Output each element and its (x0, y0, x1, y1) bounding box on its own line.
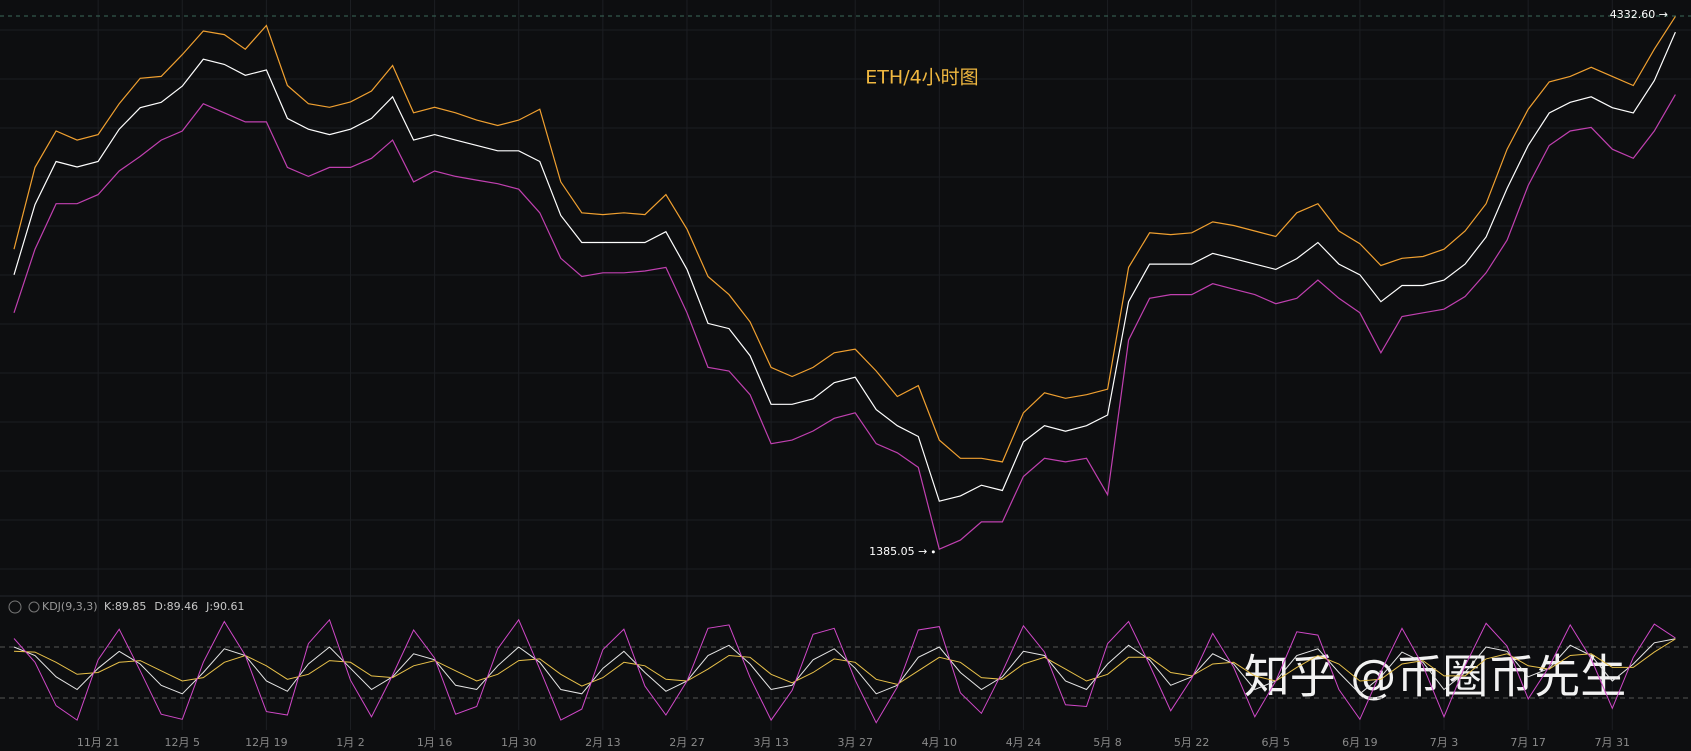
series-line (13, 638, 1676, 687)
x-tick-label: 7月 31 (1595, 736, 1631, 749)
x-tick-label: 3月 27 (837, 736, 873, 749)
x-tick-label: 4月 10 (922, 736, 958, 749)
legend-entry: D:89.46 (154, 600, 198, 613)
series-line (13, 94, 1676, 551)
x-tick-label: 7月 17 (1510, 736, 1546, 749)
x-tick-label: 11月 21 (77, 736, 120, 749)
chart-title: ETH/4小时图 (865, 67, 978, 89)
x-tick-label: 4月 24 (1006, 736, 1042, 749)
x-tick-label: 1月 30 (501, 736, 537, 749)
series-line (13, 618, 1676, 724)
x-tick-label: 1月 16 (417, 736, 453, 749)
grid (0, 0, 1691, 730)
x-tick-label: 5月 8 (1093, 736, 1122, 749)
x-tick-label: 5月 22 (1174, 736, 1210, 749)
series-line (13, 638, 1676, 695)
high-label: 4332.60 → (1610, 8, 1668, 21)
x-tick-label: 7月 3 (1430, 736, 1459, 749)
indicator-title: KDJ(9,3,3) (42, 600, 98, 613)
x-tick-label: 2月 13 (585, 736, 621, 749)
x-tick-label: 2月 27 (669, 736, 705, 749)
series-line (13, 31, 1676, 502)
x-tick-label: 6月 5 (1262, 736, 1291, 749)
series-line (13, 16, 1676, 463)
low-point (931, 550, 935, 554)
legend-entry: J:90.61 (205, 600, 244, 613)
x-tick-label: 12月 5 (165, 736, 201, 749)
legend-entry: K:89.85 (104, 600, 146, 613)
low-label: 1385.05 → (869, 545, 927, 558)
collapse-icon[interactable] (8, 600, 22, 614)
indicator-icon[interactable] (28, 601, 40, 613)
x-tick-label: 3月 13 (753, 736, 789, 749)
x-tick-label: 6月 19 (1342, 736, 1378, 749)
x-tick-label: 12月 19 (245, 736, 288, 749)
x-tick-label: 1月 2 (336, 736, 365, 749)
